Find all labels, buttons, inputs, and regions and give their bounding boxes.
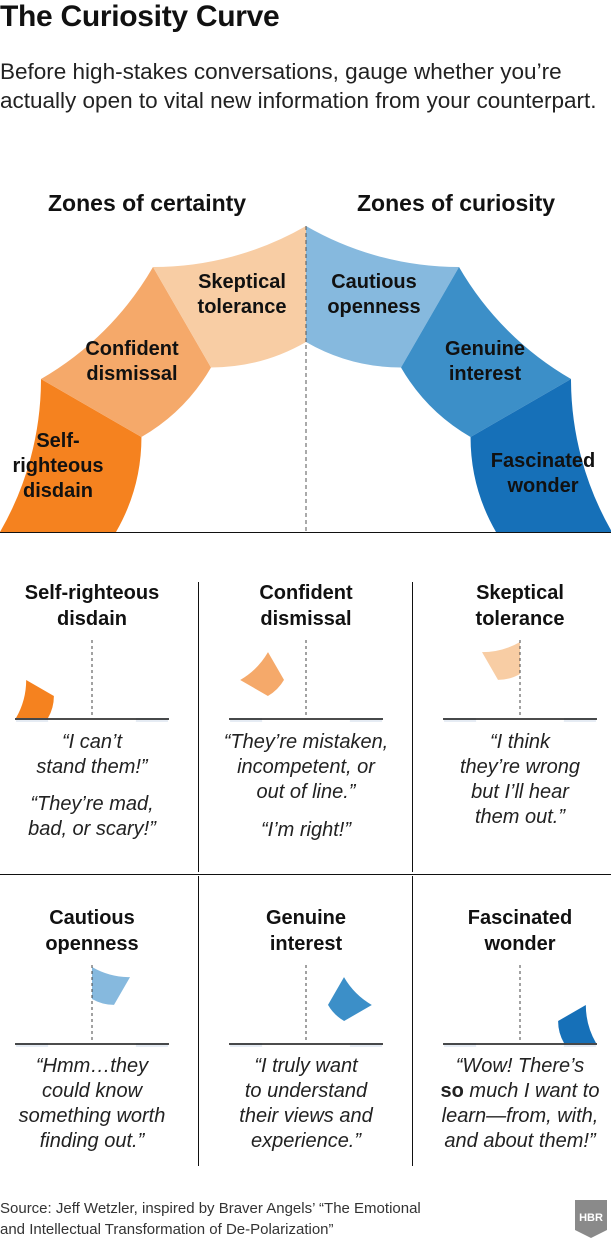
divider-col-2-row-2 — [412, 876, 413, 1166]
gauge-segment — [328, 977, 372, 1021]
cell-title: Fascinated wonder — [467, 907, 573, 955]
cell-title: Self-righteous disdain — [24, 582, 160, 630]
gauge-fascinated-wonder — [443, 965, 597, 1047]
zones-certainty-label: Zones of certainty — [48, 190, 247, 216]
curiosity-curve-arc — [0, 226, 611, 532]
quote: “They’re mistaken, incompetent, or out o… — [223, 731, 389, 803]
quote: “I truly want to understand their views … — [239, 1055, 373, 1152]
arc-label-skeptical-tolerance: Skeptical tolerance — [197, 271, 287, 318]
quote-secondary: “I’m right!” — [261, 819, 351, 841]
arc-segment-5 — [470, 379, 611, 532]
arc-segment-3 — [306, 226, 459, 368]
logo-text: HBR — [579, 1212, 603, 1224]
arc-label-confident-dismissal: Confident dismissal — [85, 338, 179, 385]
gauge-cautious-openness — [15, 965, 169, 1047]
gauge-segment — [92, 967, 130, 1005]
cell-title: Genuine interest — [265, 907, 346, 955]
divider-top — [0, 532, 611, 533]
gauge-skeptical-tolerance — [443, 640, 597, 722]
cell-title: Confident dismissal — [259, 582, 353, 630]
arc-label-genuine-interest: Genuine interest — [444, 338, 525, 385]
quote: “I think they’re wrong but I’ll hear the… — [459, 731, 581, 828]
arc-segment-1 — [40, 266, 211, 437]
arc-label-self-righteous-disdain: Self- righteous disdain — [12, 430, 104, 502]
arc-segment-0 — [0, 379, 142, 532]
gauge-self-righteous-disdain — [15, 640, 169, 722]
page-title: The Curiosity Curve — [0, 0, 280, 33]
zones-curiosity-label: Zones of curiosity — [357, 190, 556, 216]
arc-label-fascinated-wonder: Fascinated wonder — [490, 450, 596, 497]
quote: “Hmm…they could know something worth fin… — [18, 1055, 166, 1152]
quote-secondary: “They’re mad, bad, or scary!” — [28, 793, 156, 840]
source-note: Source: Jeff Wetzler, inspired by Braver… — [0, 1200, 421, 1238]
gauge-segment — [16, 680, 54, 718]
cell-title: Cautious openness — [45, 907, 139, 955]
quote: “I can’t stand them!” — [36, 731, 148, 778]
divider-col-2-row-1 — [412, 582, 413, 872]
arc-label-cautious-openness: Cautious openness — [327, 271, 421, 318]
gauge-confident-dismissal — [229, 640, 383, 722]
quote: “Wow! There’s so much I want to learn—fr… — [420, 1054, 611, 1154]
cell-title: Skeptical tolerance — [475, 582, 565, 630]
quote-part: “Wow! There’s — [455, 1055, 585, 1077]
quote-part: much I want to learn—from, with, and abo… — [441, 1080, 600, 1152]
quote-emphasis: so — [440, 1080, 464, 1102]
hbr-logo: HBR — [575, 1200, 607, 1238]
gauge-segment — [558, 1005, 596, 1043]
divider-col-1-row-2 — [198, 876, 199, 1166]
divider-middle — [0, 874, 611, 875]
gauge-segment — [240, 652, 284, 696]
gauge-segment — [482, 642, 520, 680]
divider-col-1-row-1 — [198, 582, 199, 872]
page-subtitle: Before high-stakes conversations, gauge … — [0, 59, 597, 113]
arc-segment-4 — [401, 266, 572, 437]
arc-segment-2 — [153, 226, 306, 368]
gauge-genuine-interest — [229, 965, 383, 1047]
